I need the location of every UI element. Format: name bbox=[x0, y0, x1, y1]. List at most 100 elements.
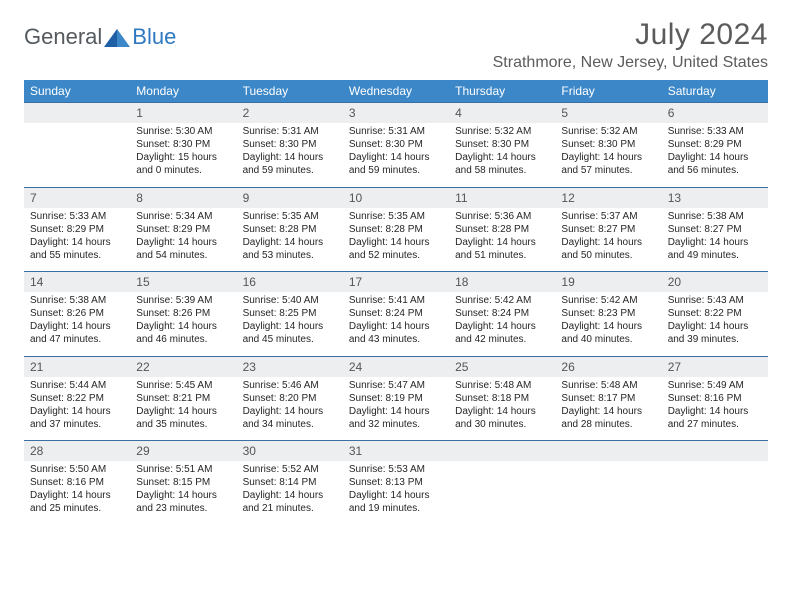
sunset-text: Sunset: 8:26 PM bbox=[136, 307, 230, 320]
day-cell: Sunrise: 5:40 AMSunset: 8:25 PMDaylight:… bbox=[237, 292, 343, 356]
day-number bbox=[449, 441, 555, 462]
sunrise-text: Sunrise: 5:34 AM bbox=[136, 210, 230, 223]
sunset-text: Sunset: 8:29 PM bbox=[30, 223, 124, 236]
sunrise-text: Sunrise: 5:52 AM bbox=[243, 463, 337, 476]
day-cell: Sunrise: 5:38 AMSunset: 8:27 PMDaylight:… bbox=[662, 208, 768, 272]
daylight-text: Daylight: 14 hours and 47 minutes. bbox=[30, 320, 124, 346]
sunrise-text: Sunrise: 5:31 AM bbox=[349, 125, 443, 138]
daylight-text: Daylight: 14 hours and 59 minutes. bbox=[243, 151, 337, 177]
day-cell: Sunrise: 5:41 AMSunset: 8:24 PMDaylight:… bbox=[343, 292, 449, 356]
sunset-text: Sunset: 8:27 PM bbox=[668, 223, 762, 236]
day-cell: Sunrise: 5:53 AMSunset: 8:13 PMDaylight:… bbox=[343, 461, 449, 525]
day-cell: Sunrise: 5:49 AMSunset: 8:16 PMDaylight:… bbox=[662, 377, 768, 441]
weekday-header: Monday bbox=[130, 80, 236, 103]
daylight-text: Daylight: 14 hours and 43 minutes. bbox=[349, 320, 443, 346]
logo-text-blue: Blue bbox=[132, 24, 176, 50]
sunrise-text: Sunrise: 5:48 AM bbox=[455, 379, 549, 392]
sunset-text: Sunset: 8:30 PM bbox=[455, 138, 549, 151]
daylight-text: Daylight: 14 hours and 56 minutes. bbox=[668, 151, 762, 177]
sunset-text: Sunset: 8:21 PM bbox=[136, 392, 230, 405]
day-cell bbox=[555, 461, 661, 525]
day-number bbox=[555, 441, 661, 462]
calendar-table: Sunday Monday Tuesday Wednesday Thursday… bbox=[24, 80, 768, 525]
sunset-text: Sunset: 8:16 PM bbox=[30, 476, 124, 489]
day-number: 27 bbox=[662, 356, 768, 377]
sunset-text: Sunset: 8:28 PM bbox=[349, 223, 443, 236]
day-cell: Sunrise: 5:30 AMSunset: 8:30 PMDaylight:… bbox=[130, 123, 236, 187]
sunset-text: Sunset: 8:22 PM bbox=[668, 307, 762, 320]
sunrise-text: Sunrise: 5:33 AM bbox=[668, 125, 762, 138]
daylight-text: Daylight: 14 hours and 58 minutes. bbox=[455, 151, 549, 177]
weekday-header: Sunday bbox=[24, 80, 130, 103]
sunset-text: Sunset: 8:22 PM bbox=[30, 392, 124, 405]
sunset-text: Sunset: 8:25 PM bbox=[243, 307, 337, 320]
weekday-header: Thursday bbox=[449, 80, 555, 103]
day-number: 3 bbox=[343, 103, 449, 124]
sunset-text: Sunset: 8:29 PM bbox=[668, 138, 762, 151]
day-number-row: 28293031 bbox=[24, 441, 768, 462]
sunset-text: Sunset: 8:24 PM bbox=[455, 307, 549, 320]
sunset-text: Sunset: 8:28 PM bbox=[243, 223, 337, 236]
sunrise-text: Sunrise: 5:38 AM bbox=[668, 210, 762, 223]
sunrise-text: Sunrise: 5:53 AM bbox=[349, 463, 443, 476]
sunset-text: Sunset: 8:26 PM bbox=[30, 307, 124, 320]
sunrise-text: Sunrise: 5:48 AM bbox=[561, 379, 655, 392]
day-number: 14 bbox=[24, 272, 130, 293]
daylight-text: Daylight: 14 hours and 25 minutes. bbox=[30, 489, 124, 515]
day-number: 2 bbox=[237, 103, 343, 124]
day-number: 4 bbox=[449, 103, 555, 124]
day-number: 19 bbox=[555, 272, 661, 293]
day-number: 29 bbox=[130, 441, 236, 462]
sunrise-text: Sunrise: 5:36 AM bbox=[455, 210, 549, 223]
sunset-text: Sunset: 8:17 PM bbox=[561, 392, 655, 405]
sunrise-text: Sunrise: 5:32 AM bbox=[455, 125, 549, 138]
sunset-text: Sunset: 8:15 PM bbox=[136, 476, 230, 489]
day-cell: Sunrise: 5:48 AMSunset: 8:17 PMDaylight:… bbox=[555, 377, 661, 441]
sunset-text: Sunset: 8:13 PM bbox=[349, 476, 443, 489]
sunrise-text: Sunrise: 5:33 AM bbox=[30, 210, 124, 223]
daylight-text: Daylight: 14 hours and 35 minutes. bbox=[136, 405, 230, 431]
daylight-text: Daylight: 14 hours and 23 minutes. bbox=[136, 489, 230, 515]
daylight-text: Daylight: 14 hours and 59 minutes. bbox=[349, 151, 443, 177]
day-cell: Sunrise: 5:52 AMSunset: 8:14 PMDaylight:… bbox=[237, 461, 343, 525]
sunset-text: Sunset: 8:30 PM bbox=[136, 138, 230, 151]
day-cell: Sunrise: 5:33 AMSunset: 8:29 PMDaylight:… bbox=[662, 123, 768, 187]
day-cell: Sunrise: 5:32 AMSunset: 8:30 PMDaylight:… bbox=[449, 123, 555, 187]
day-cell: Sunrise: 5:47 AMSunset: 8:19 PMDaylight:… bbox=[343, 377, 449, 441]
day-number-row: 123456 bbox=[24, 103, 768, 124]
sunset-text: Sunset: 8:30 PM bbox=[243, 138, 337, 151]
daylight-text: Daylight: 14 hours and 49 minutes. bbox=[668, 236, 762, 262]
daylight-text: Daylight: 14 hours and 30 minutes. bbox=[455, 405, 549, 431]
day-cell: Sunrise: 5:42 AMSunset: 8:24 PMDaylight:… bbox=[449, 292, 555, 356]
sunrise-text: Sunrise: 5:47 AM bbox=[349, 379, 443, 392]
day-cell: Sunrise: 5:33 AMSunset: 8:29 PMDaylight:… bbox=[24, 208, 130, 272]
daylight-text: Daylight: 14 hours and 51 minutes. bbox=[455, 236, 549, 262]
daylight-text: Daylight: 14 hours and 53 minutes. bbox=[243, 236, 337, 262]
day-number: 22 bbox=[130, 356, 236, 377]
sunset-text: Sunset: 8:28 PM bbox=[455, 223, 549, 236]
day-number: 20 bbox=[662, 272, 768, 293]
day-number: 10 bbox=[343, 187, 449, 208]
day-content-row: Sunrise: 5:30 AMSunset: 8:30 PMDaylight:… bbox=[24, 123, 768, 187]
daylight-text: Daylight: 14 hours and 52 minutes. bbox=[349, 236, 443, 262]
daylight-text: Daylight: 14 hours and 21 minutes. bbox=[243, 489, 337, 515]
day-number: 17 bbox=[343, 272, 449, 293]
day-number: 15 bbox=[130, 272, 236, 293]
day-number: 21 bbox=[24, 356, 130, 377]
day-number: 16 bbox=[237, 272, 343, 293]
day-content-row: Sunrise: 5:50 AMSunset: 8:16 PMDaylight:… bbox=[24, 461, 768, 525]
daylight-text: Daylight: 14 hours and 45 minutes. bbox=[243, 320, 337, 346]
day-number: 25 bbox=[449, 356, 555, 377]
day-number bbox=[662, 441, 768, 462]
sunrise-text: Sunrise: 5:31 AM bbox=[243, 125, 337, 138]
day-cell: Sunrise: 5:35 AMSunset: 8:28 PMDaylight:… bbox=[237, 208, 343, 272]
day-number: 23 bbox=[237, 356, 343, 377]
sunset-text: Sunset: 8:18 PM bbox=[455, 392, 549, 405]
daylight-text: Daylight: 14 hours and 40 minutes. bbox=[561, 320, 655, 346]
sunrise-text: Sunrise: 5:43 AM bbox=[668, 294, 762, 307]
day-number: 8 bbox=[130, 187, 236, 208]
location-subtitle: Strathmore, New Jersey, United States bbox=[493, 54, 768, 72]
day-cell bbox=[449, 461, 555, 525]
day-number: 6 bbox=[662, 103, 768, 124]
sunset-text: Sunset: 8:23 PM bbox=[561, 307, 655, 320]
